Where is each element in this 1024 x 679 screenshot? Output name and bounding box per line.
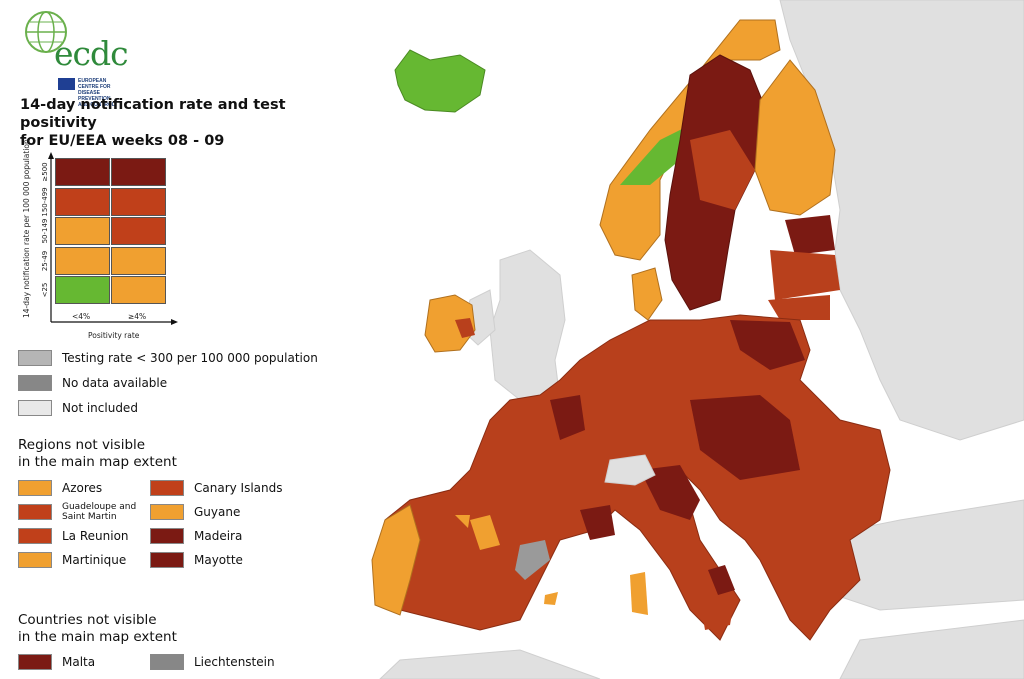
matrix-cell [55, 246, 110, 275]
matrix-cell [55, 276, 110, 304]
legend-swatch [18, 400, 52, 416]
y-tick-label: 50-149 [41, 218, 49, 244]
region-swatch [150, 504, 184, 520]
legend-swatch [18, 375, 52, 391]
matrix-cell [111, 158, 166, 186]
region-swatch [18, 552, 52, 568]
regions-title: Regions not visible in the main map exte… [18, 437, 177, 470]
matrix-axes [48, 152, 178, 325]
matrix-y-axis-title: 14-day notification rate per 100 000 pop… [22, 139, 31, 318]
region-label: Azores [62, 481, 103, 495]
y-tick-label: ≥500 [41, 162, 49, 182]
matrix-cell [111, 246, 166, 275]
x-tick-low: <4% [72, 312, 91, 321]
map-title: 14-day notification rate and test positi… [20, 97, 286, 149]
region-label: Madeira [194, 529, 243, 543]
globe-icon [25, 11, 67, 53]
region-swatch [18, 504, 52, 520]
legend-label: No data available [62, 376, 168, 390]
legend-label: Testing rate < 300 per 100 000 populatio… [62, 351, 318, 365]
region-swatch [150, 552, 184, 568]
region-label: Mayotte [194, 553, 243, 567]
country-swatch [18, 654, 52, 670]
region-label: Canary Islands [194, 481, 283, 495]
country-label: Liechtenstein [194, 655, 275, 669]
x-tick-high: ≥4% [128, 312, 147, 321]
logo-org-name: EUROPEAN CENTRE FOR DISEASE PREVENTION A… [78, 78, 115, 108]
matrix-cell [111, 217, 166, 245]
matrix-cell [111, 276, 166, 304]
matrix-cell [111, 187, 166, 216]
matrix-x-axis-title: Positivity rate [88, 331, 140, 340]
country-label: Malta [62, 655, 96, 669]
finland [754, 59, 836, 216]
region-label: La Reunion [62, 529, 129, 543]
legend-item: No data available [18, 375, 167, 391]
y-tick-label: 150-499 [41, 186, 49, 217]
y-tick-label: <25 [41, 282, 49, 298]
countries-title: Countries not visible in the main map ex… [18, 612, 177, 645]
high-incidence-areas [550, 320, 805, 595]
iceland [394, 49, 486, 113]
logo-text: ecdc [54, 34, 129, 73]
ecdc-logo: ecdc EUROPEAN CENTRE FOR DISEASE PREVENT… [18, 6, 129, 108]
legend-item: Not included [18, 400, 138, 416]
region-label: Guadeloupe and Saint Martin [62, 502, 137, 522]
region-swatch [150, 528, 184, 544]
legend-swatch [18, 350, 52, 366]
matrix-cell [55, 158, 110, 186]
y-tick-label: 25-49 [41, 250, 49, 271]
country-swatch [150, 654, 184, 670]
region-swatch [150, 480, 184, 496]
matrix-cell [55, 187, 110, 216]
region-label: Guyane [194, 505, 241, 519]
region-swatch [18, 480, 52, 496]
region-swatch [18, 528, 52, 544]
matrix-cell [55, 217, 110, 245]
risk-matrix [55, 158, 167, 308]
region-label: Martinique [62, 553, 127, 567]
legend-item: Testing rate < 300 per 100 000 populatio… [18, 350, 318, 366]
legend-label: Not included [62, 401, 138, 415]
eu-flag-icon [58, 78, 75, 90]
